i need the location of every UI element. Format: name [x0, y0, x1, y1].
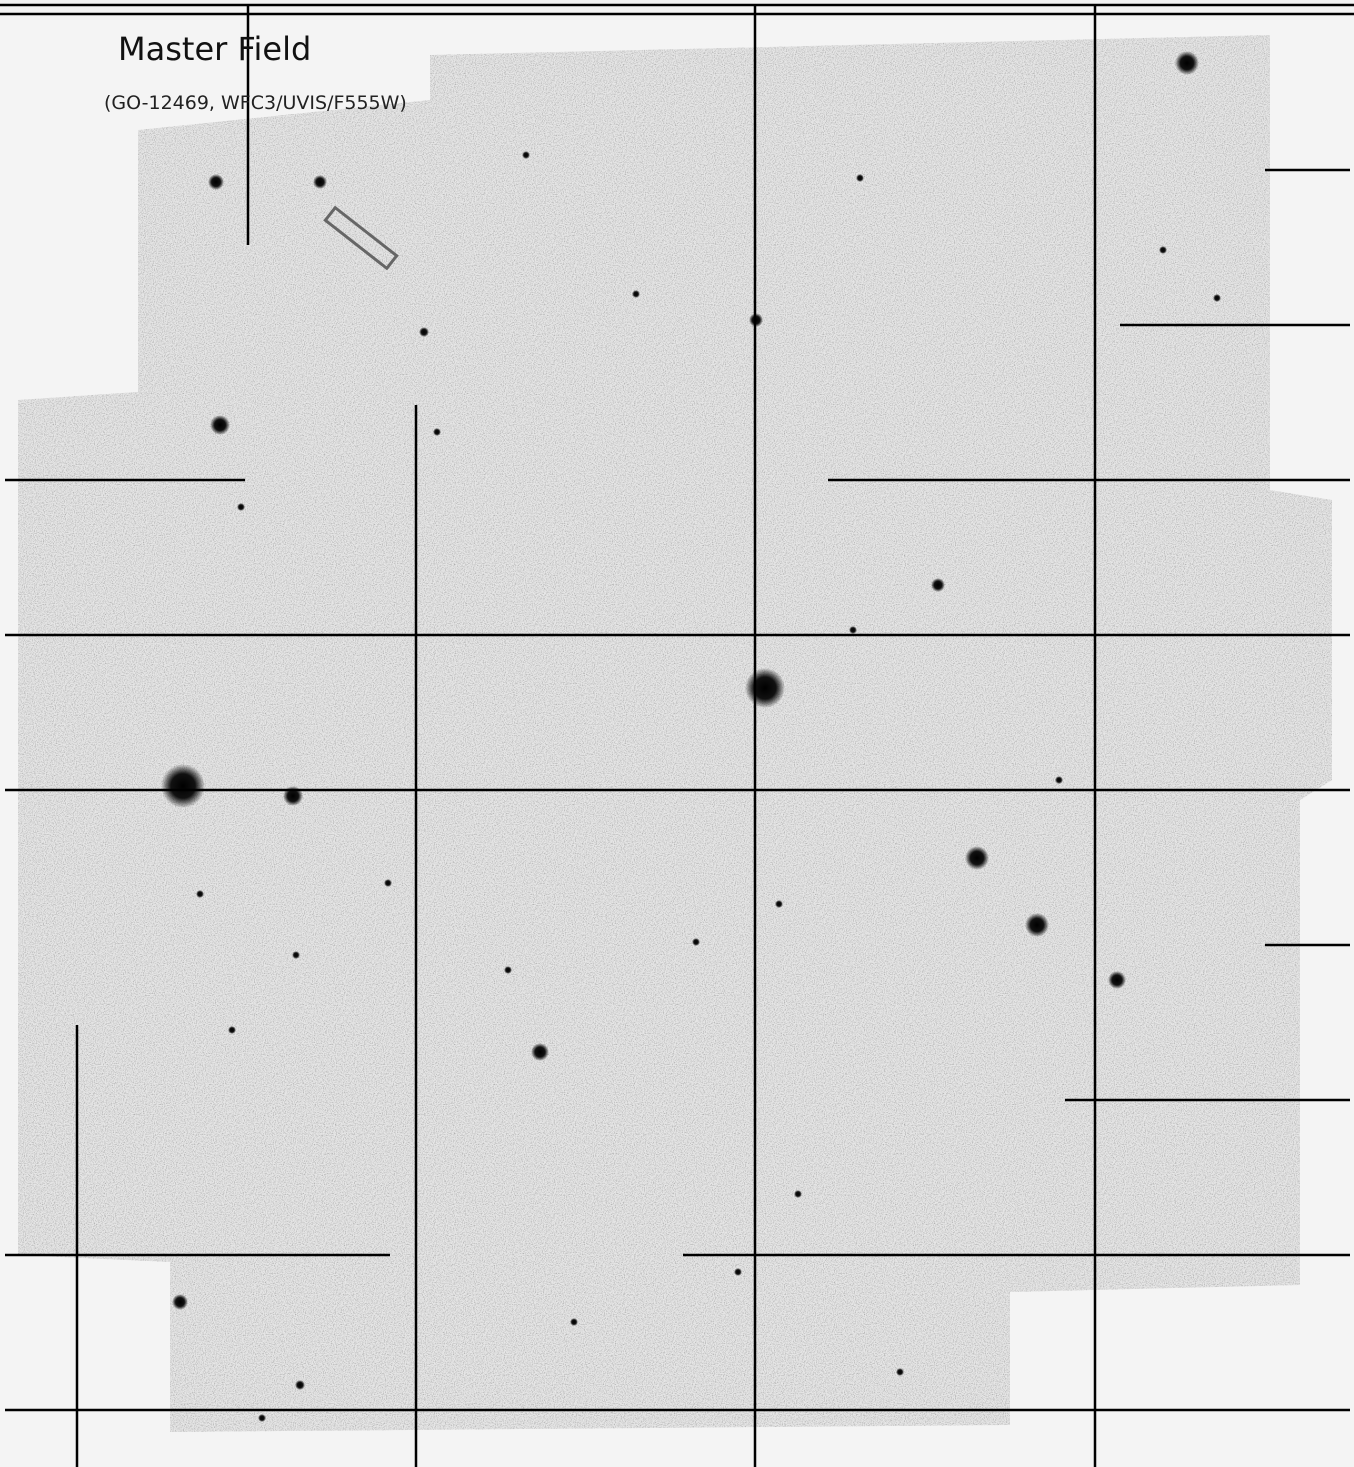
star [161, 764, 205, 808]
field [18, 35, 1332, 1432]
star [1213, 294, 1221, 302]
star [237, 503, 245, 511]
star [292, 951, 300, 959]
sky-image: Master Field (GO-12469, WFC3/UVIS/F555W) [0, 0, 1354, 1467]
star [794, 1190, 802, 1198]
star [775, 900, 783, 908]
star [433, 428, 441, 436]
star [632, 290, 640, 298]
star [745, 668, 785, 708]
star [531, 1043, 549, 1061]
star [384, 879, 392, 887]
subtitle: (GO-12469, WFC3/UVIS/F555W) [104, 92, 407, 114]
star [522, 151, 530, 159]
star [210, 415, 230, 435]
star [258, 1414, 266, 1422]
star [1108, 971, 1126, 989]
star [856, 174, 864, 182]
title: Master Field [118, 30, 311, 68]
star [849, 626, 857, 634]
star [172, 1294, 188, 1310]
star [965, 846, 989, 870]
star [896, 1368, 904, 1376]
star [692, 938, 700, 946]
star [570, 1318, 578, 1326]
star [228, 1026, 236, 1034]
star [1159, 246, 1167, 254]
star [419, 327, 429, 337]
star [1055, 776, 1063, 784]
star [1025, 913, 1049, 937]
star [196, 890, 204, 898]
star [295, 1380, 305, 1390]
star [1175, 51, 1199, 75]
star [313, 175, 327, 189]
star [931, 578, 945, 592]
star [208, 174, 224, 190]
star [504, 966, 512, 974]
star [734, 1268, 742, 1276]
